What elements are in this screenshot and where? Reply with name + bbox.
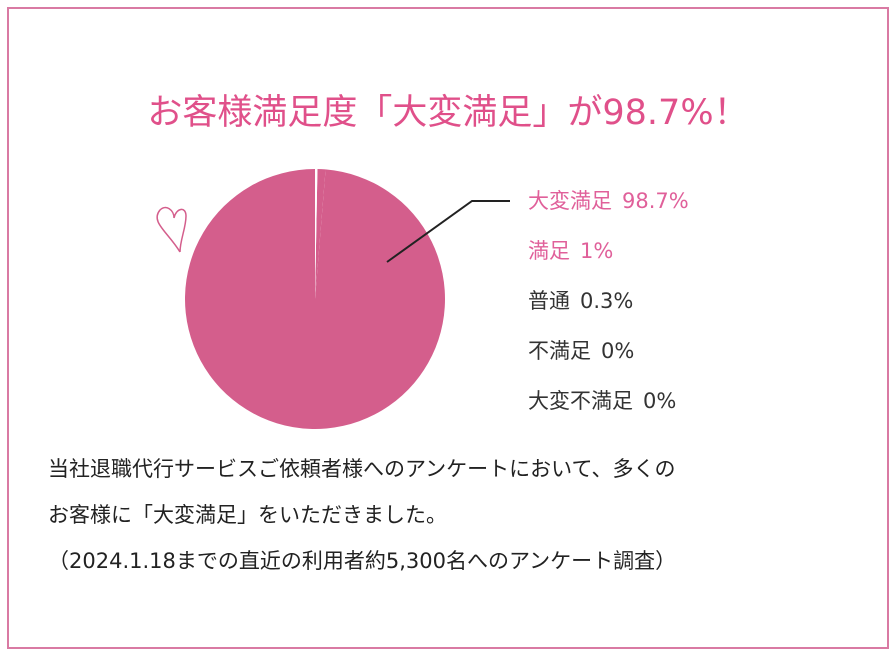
legend-label: 不満足 xyxy=(528,339,591,363)
legend-label: 大変不満足 xyxy=(528,389,633,413)
legend-value: 0% xyxy=(601,339,634,363)
legend-value: 98.7% xyxy=(622,189,689,213)
legend: 大変満足 98.7% 満足 1% 普通 0.3% 不満足 0% 大変不満足 0% xyxy=(528,189,689,413)
legend-label: 満足 xyxy=(528,239,570,263)
frame xyxy=(7,7,889,649)
legend-value: 0.3% xyxy=(580,289,633,313)
pie-slice xyxy=(315,169,326,299)
notes: 当社退職代行サービスご依頼者様へのアンケートにおいて、多くのお客様に「大変満足」… xyxy=(48,457,676,573)
legend-label: 普通 xyxy=(528,289,570,313)
chart-title: お客様満足度「大変満足」が98.7%！ xyxy=(147,93,748,133)
legend-value: 1% xyxy=(580,239,613,263)
legend-entry: 満足 1% xyxy=(528,239,613,263)
pie-slice xyxy=(185,169,446,429)
pie-slice xyxy=(315,169,318,299)
legend-value: 0% xyxy=(643,389,676,413)
note-line: 当社退職代行サービスご依頼者様へのアンケートにおいて、多くの xyxy=(48,457,675,481)
legend-entry: 普通 0.3% xyxy=(528,289,633,313)
legend-entry: 大変不満足 0% xyxy=(528,389,676,413)
legend-entry: 大変満足 98.7% xyxy=(528,189,689,213)
legend-label: 大変満足 xyxy=(528,189,612,213)
heart-doodle xyxy=(156,206,187,253)
note-line: お客様に「大変満足」をいただきました。 xyxy=(48,503,447,527)
pie xyxy=(185,169,446,429)
legend-entry: 不満足 0% xyxy=(528,339,634,363)
note-line: （2024.1.18までの直近の利用者約5,300名へのアンケート調査） xyxy=(48,549,676,573)
leader-line xyxy=(386,200,510,263)
